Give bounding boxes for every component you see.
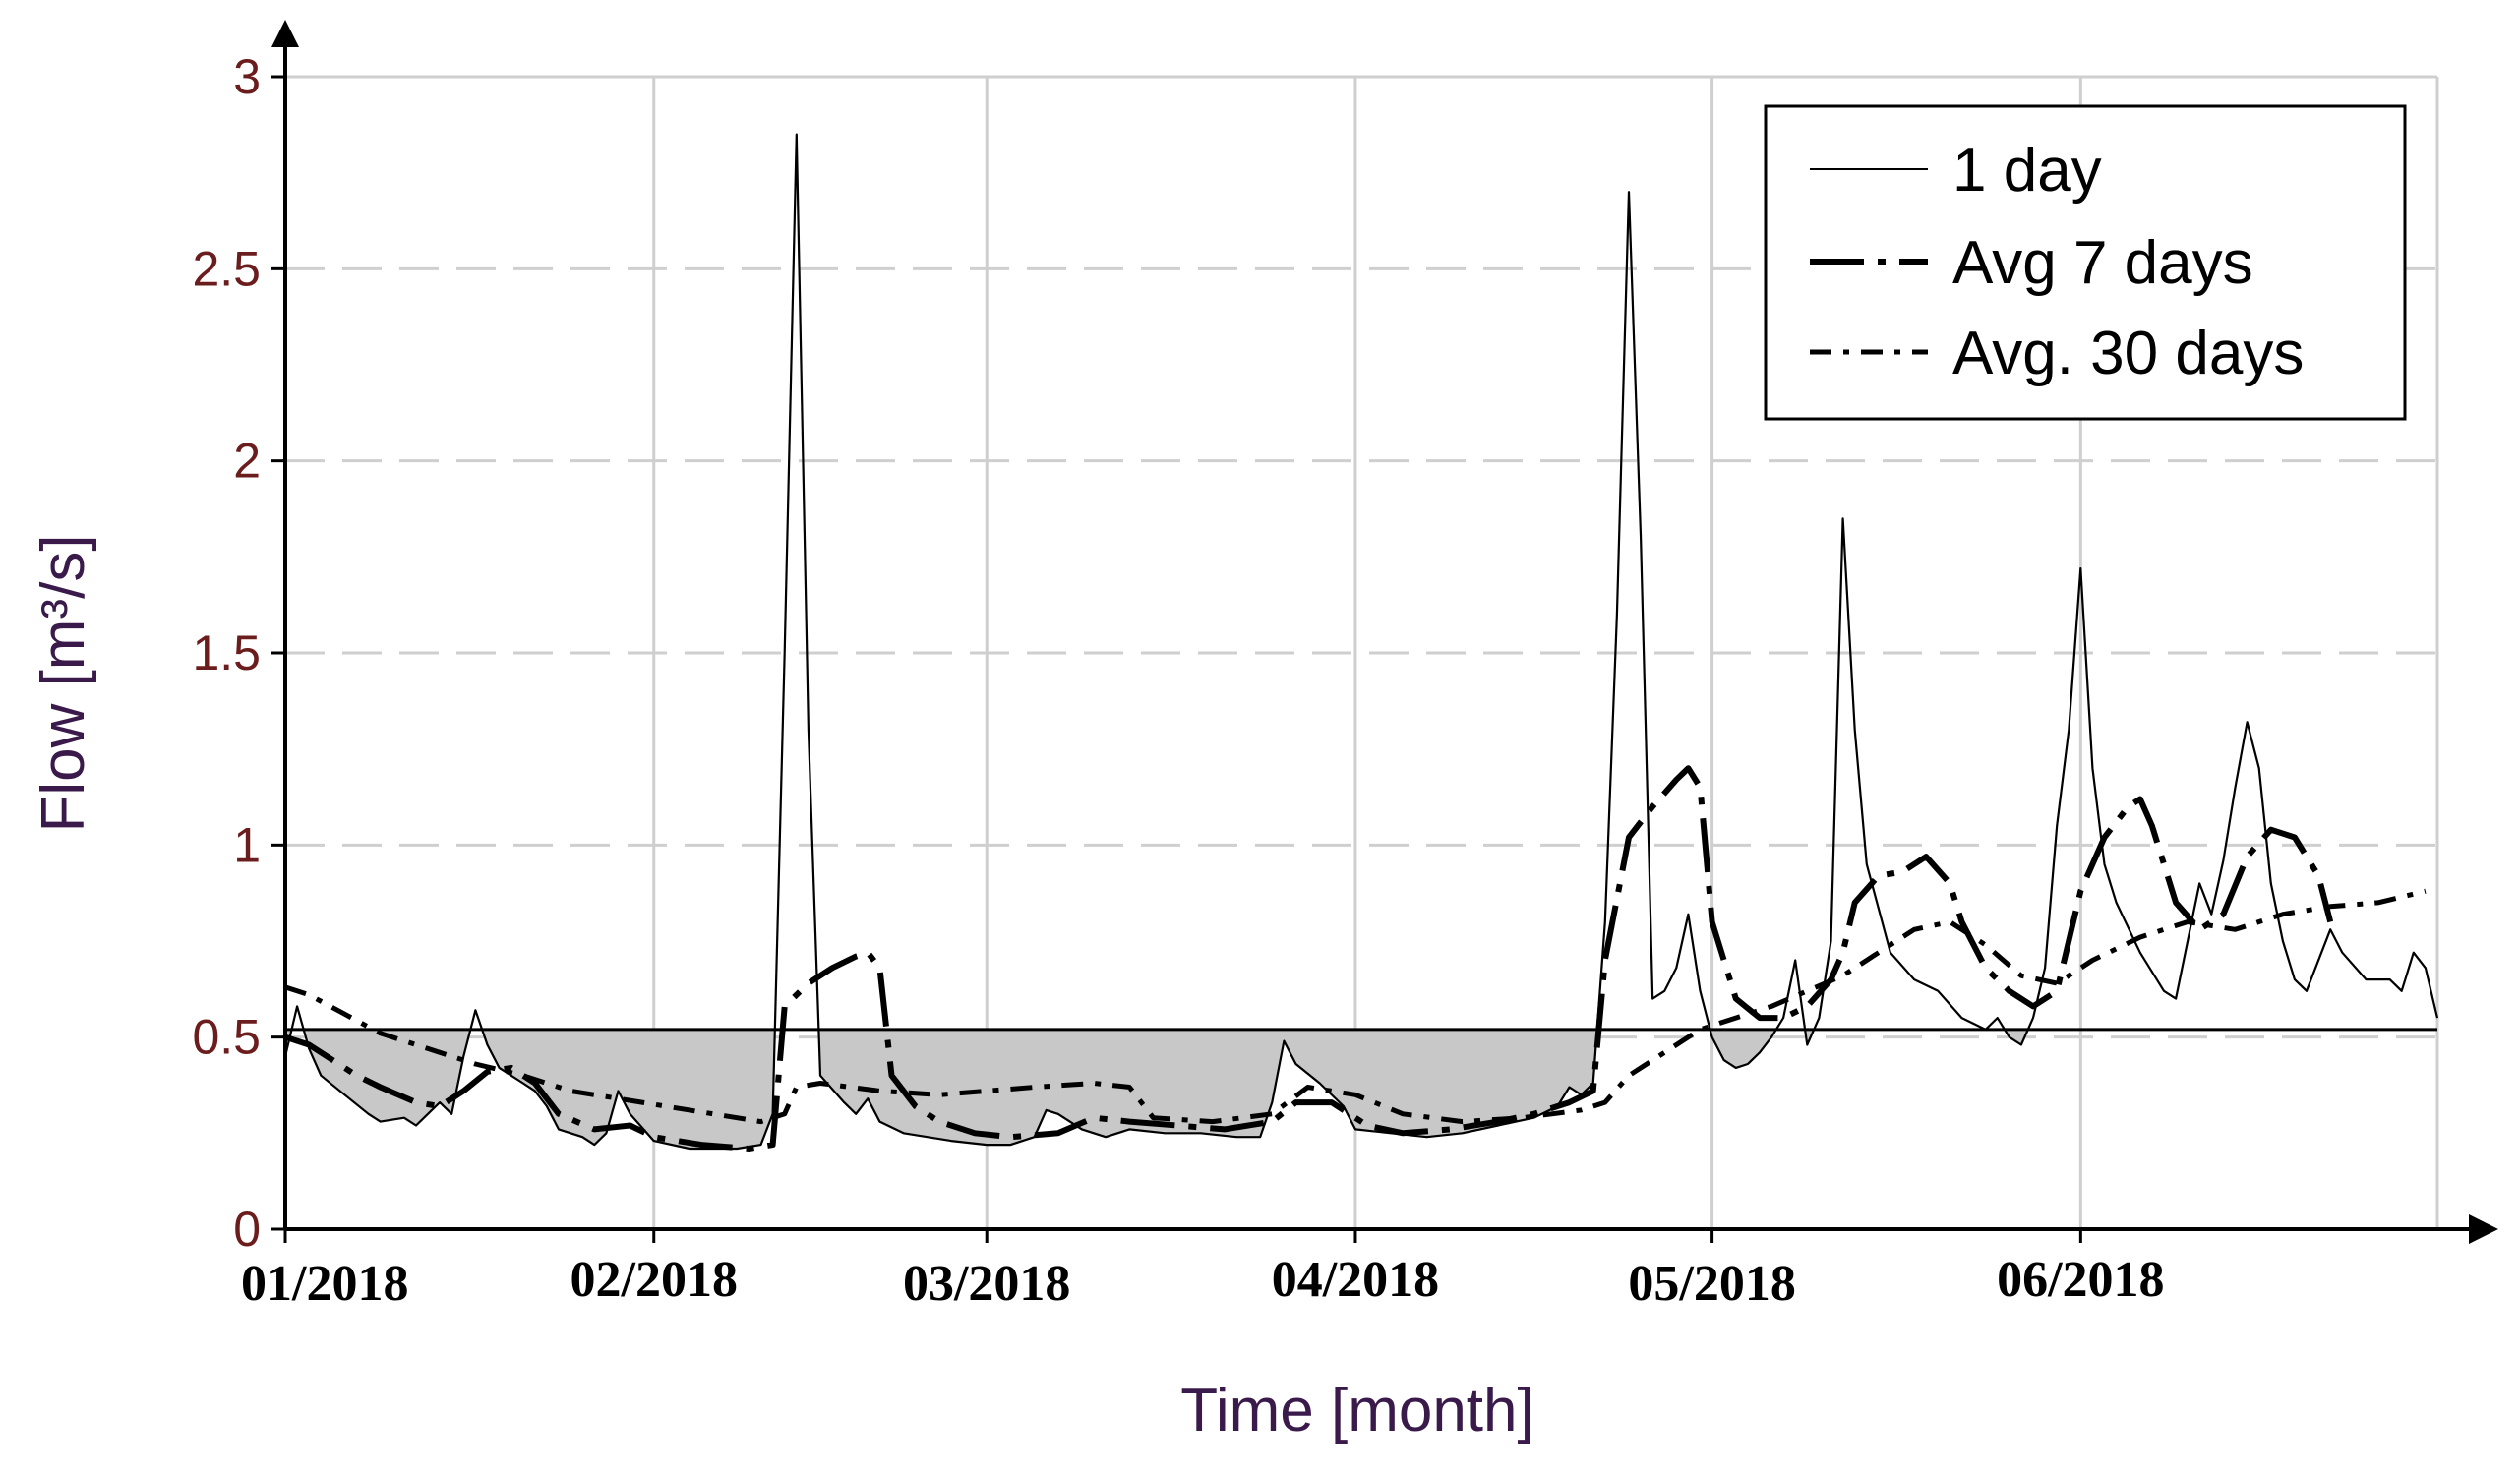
legend-label-1-day: 1 day bbox=[1952, 137, 2102, 205]
y-tick-label: 0 bbox=[233, 1202, 261, 1257]
series-line-avg-7-days bbox=[284, 765, 2334, 1152]
x-tick-label: 02/2018 bbox=[570, 1252, 738, 1308]
series-line-avg-30-days bbox=[284, 888, 2427, 1125]
x-tick-label: 01/2018 bbox=[241, 1256, 408, 1312]
legend-label-avg-7-days: Avg 7 days bbox=[1952, 229, 2253, 297]
y-tick-label: 3 bbox=[233, 49, 261, 104]
y-tick-labels: 0 0.5 1 1.5 2 2.5 3 bbox=[192, 49, 261, 1257]
y-axis-label: Flow [m³/s] bbox=[30, 534, 97, 832]
x-axis-label: Time [month] bbox=[1180, 1377, 1533, 1445]
legend-box bbox=[1764, 104, 2407, 421]
y-tick-label: 2.5 bbox=[192, 241, 261, 296]
y-tick-label: 1.5 bbox=[192, 625, 261, 680]
axes bbox=[271, 20, 2498, 1244]
below-threshold-area bbox=[482, 1029, 775, 1149]
below-threshold-area bbox=[303, 1029, 471, 1126]
x-axis-arrow bbox=[2469, 1214, 2498, 1244]
x-tick-labels: 01/2018 02/2018 03/2018 04/2018 05/2018 06/20… bbox=[241, 1252, 2165, 1312]
x-tick-label: 05/2018 bbox=[1628, 1256, 1795, 1312]
x-tick-label: 04/2018 bbox=[1272, 1252, 1439, 1308]
legend: 1 day Avg 7 days Avg. 30 days bbox=[1764, 104, 2407, 421]
series-lines bbox=[283, 133, 2439, 1152]
x-tick-label: 06/2018 bbox=[1997, 1252, 2164, 1308]
threshold-shading bbox=[285, 1029, 2028, 1149]
y-tick-label: 0.5 bbox=[192, 1010, 261, 1065]
y-axis-arrow bbox=[271, 20, 299, 47]
y-tick-label: 1 bbox=[233, 817, 261, 872]
y-tick-label: 2 bbox=[233, 434, 261, 489]
below-threshold-area bbox=[1710, 1029, 1776, 1068]
legend-label-avg-30-days: Avg. 30 days bbox=[1952, 320, 2304, 387]
x-tick-label: 03/2018 bbox=[903, 1256, 1070, 1312]
